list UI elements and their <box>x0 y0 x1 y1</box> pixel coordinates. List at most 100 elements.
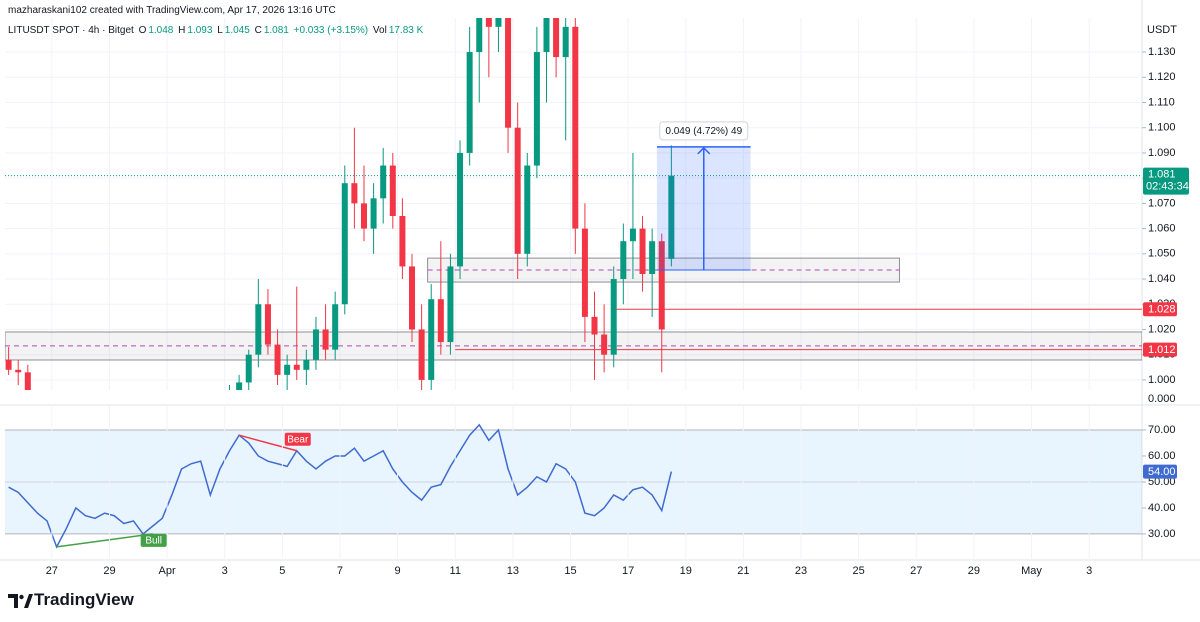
candle-body <box>668 175 675 259</box>
volume-value: 17.83 K <box>388 25 424 36</box>
open-value: 1.048 <box>148 25 174 36</box>
x-tick-label: 21 <box>737 565 749 577</box>
rsi-pane <box>5 423 1142 549</box>
credit: mazharaskani102 created with TradingView… <box>8 5 336 16</box>
last-value-label: 54.00 <box>1148 466 1176 478</box>
divergence-tag <box>284 432 311 446</box>
candle-body <box>543 18 550 53</box>
candle-body <box>533 52 540 166</box>
low-value: 1.045 <box>224 25 250 36</box>
x-tick-label: 19 <box>680 565 692 577</box>
candle-body <box>428 299 435 380</box>
x-tick-label: 11 <box>450 565 461 577</box>
candle-body <box>303 359 310 370</box>
candle-body <box>514 127 521 254</box>
x-tick-label: 27 <box>46 565 58 577</box>
x-tick-label: 9 <box>395 565 401 577</box>
y-tick-label: 1.020 <box>1148 323 1176 335</box>
open-label: O <box>138 25 147 36</box>
footer-logo: TradingView <box>34 590 134 609</box>
candle-body <box>274 344 281 375</box>
x-tick-label: 15 <box>564 565 576 577</box>
candle-body <box>255 304 262 355</box>
candle-body <box>610 279 617 355</box>
candle-body <box>370 198 377 229</box>
candle-body <box>495 18 502 27</box>
candle-body <box>312 329 319 360</box>
logo-icon <box>8 594 33 608</box>
candle-body <box>658 241 665 330</box>
candle-body <box>227 395 233 405</box>
divergence-label: Bull <box>145 536 162 547</box>
candle-body <box>322 329 329 350</box>
candle-body <box>505 18 512 128</box>
y-tick-label: 1.130 <box>1148 46 1176 58</box>
y-tick-label: 1.000 <box>1148 374 1176 386</box>
x-tick-label: 25 <box>853 565 865 577</box>
x-tick-label: Apr <box>159 565 176 577</box>
candle-body <box>15 369 22 373</box>
x-tick-label: 5 <box>279 565 285 577</box>
candle-body <box>620 241 627 280</box>
y-tick-label: 1.070 <box>1148 197 1176 209</box>
candle-body <box>217 405 223 420</box>
candle-body <box>476 18 483 53</box>
x-tick-label: 17 <box>622 565 634 577</box>
candle-body <box>418 329 425 380</box>
candle-body <box>409 266 416 330</box>
x-tick-label: 13 <box>507 565 519 577</box>
level-tag-label: 1.012 <box>1148 344 1176 356</box>
candle-body <box>360 203 367 229</box>
candle-body <box>245 354 252 383</box>
candle-body <box>264 304 271 345</box>
x-tick-label: 7 <box>337 565 343 577</box>
y-tick-label: 40.00 <box>1148 502 1176 514</box>
low-label: L <box>217 25 223 36</box>
candle-body <box>591 316 598 335</box>
measure-label: 0.049 (4.72%) 49 <box>665 126 742 137</box>
y-tick-label: 1.120 <box>1148 71 1176 83</box>
high-value: 1.093 <box>187 25 213 36</box>
level-tag <box>1143 342 1177 357</box>
candle-body <box>24 372 31 390</box>
y-tick-label: 60.00 <box>1148 450 1176 462</box>
candle-body <box>236 382 243 390</box>
candle-body <box>293 364 300 370</box>
y-tick-label: 1.100 <box>1148 122 1176 134</box>
countdown: 02:43:34 <box>1146 181 1189 193</box>
candle-body <box>389 165 396 216</box>
x-tick-label: 27 <box>910 565 922 577</box>
candle-body <box>380 165 387 199</box>
candle-body <box>178 410 184 415</box>
candle-body <box>34 400 40 425</box>
y-tick-label: 1.090 <box>1148 147 1176 159</box>
divergence-tag <box>140 533 167 547</box>
candle-body <box>639 228 646 274</box>
candle-body <box>5 359 12 370</box>
candle-body <box>581 228 588 317</box>
candle-body <box>601 334 608 355</box>
price-pane <box>5 18 1142 425</box>
candle-body <box>485 18 492 27</box>
y-tick-label: 50.00 <box>1148 476 1176 488</box>
candle-body <box>207 408 213 421</box>
x-tick-label: 29 <box>968 565 980 577</box>
candle-body <box>553 18 560 58</box>
candle-body <box>284 364 291 375</box>
current-price-tag <box>1143 167 1189 195</box>
divergence-line <box>56 533 153 548</box>
candle-body <box>341 183 348 305</box>
y-tick-label: 1.050 <box>1148 248 1176 260</box>
divergence-line <box>238 434 297 452</box>
last-value-tag <box>1143 464 1177 479</box>
volume-tick-label: 0.000 <box>1148 393 1176 405</box>
candle-body <box>351 183 358 204</box>
header: mazharaskani102 created with TradingView… <box>8 4 425 38</box>
candle-body <box>447 266 454 343</box>
close-value: 1.081 <box>263 25 289 36</box>
high-label: H <box>178 25 186 36</box>
candle-body <box>629 228 636 242</box>
x-tick-label: 23 <box>795 565 807 577</box>
